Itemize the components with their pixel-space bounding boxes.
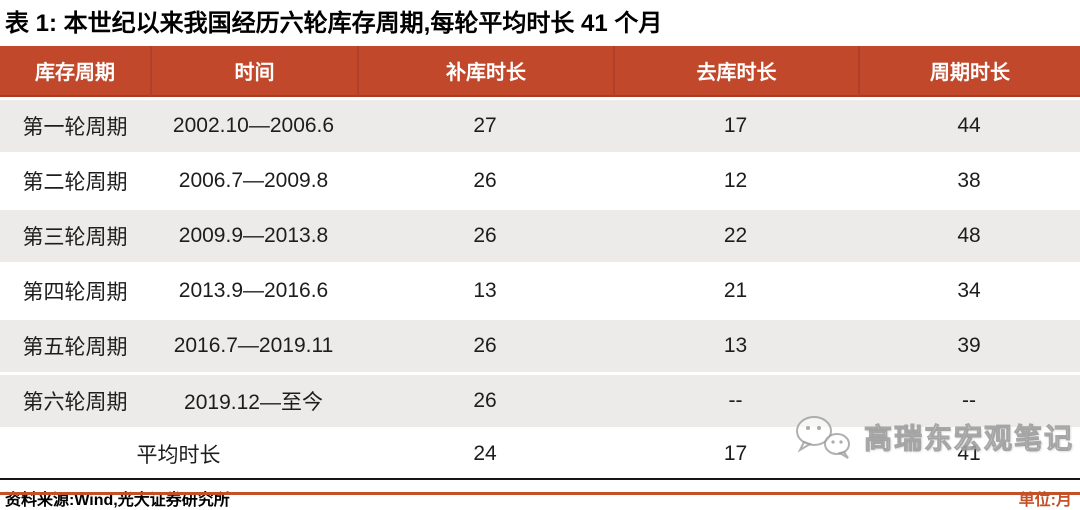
cell-restock: 26 — [357, 152, 613, 207]
cell-destock: -- — [613, 372, 858, 427]
table-row-cycle4: 第四轮周期 2013.9—2016.6 13 21 34 — [0, 262, 1080, 317]
cell-cycle: 第四轮周期 — [0, 262, 150, 317]
cell-cycle: 第一轮周期 — [0, 97, 150, 152]
cell-total: 38 — [858, 152, 1080, 207]
cell-destock: 17 — [613, 97, 858, 152]
summary-total: 41 — [858, 427, 1080, 478]
cell-period: 2006.7—2009.8 — [150, 152, 357, 207]
cell-restock: 27 — [357, 97, 613, 152]
cell-total: 39 — [858, 317, 1080, 372]
table-row-cycle2: 第二轮周期 2006.7—2009.8 26 12 38 — [0, 152, 1080, 207]
cell-destock: 12 — [613, 152, 858, 207]
table-row-cycle3: 第三轮周期 2009.9—2013.8 26 22 48 — [0, 207, 1080, 262]
table-title: 表 1: 本世纪以来我国经历六轮库存周期,每轮平均时长 41 个月 — [5, 10, 663, 37]
cell-restock: 13 — [357, 262, 613, 317]
cell-period: 2002.10—2006.6 — [150, 97, 357, 152]
summary-row: 平均时长 24 17 41 — [0, 427, 1080, 478]
cell-cycle: 第五轮周期 — [0, 317, 150, 372]
table-bottom-rule — [0, 478, 1080, 480]
unit-note: 单位:月 — [1018, 492, 1072, 509]
cell-period: 2013.9—2016.6 — [150, 262, 357, 317]
col-header-restock: 补库时长 — [357, 46, 613, 97]
table-row-cycle6: 第六轮周期 2019.12—至今 26 -- -- — [0, 372, 1080, 427]
cell-destock: 13 — [613, 317, 858, 372]
cell-cycle: 第六轮周期 — [0, 372, 150, 427]
cell-total: -- — [858, 372, 1080, 427]
cell-restock: 26 — [357, 207, 613, 262]
col-header-total: 周期时长 — [858, 46, 1080, 97]
table-row-cycle1: 第一轮周期 2002.10—2006.6 27 17 44 — [0, 97, 1080, 152]
cell-period: 2019.12—至今 — [150, 372, 357, 427]
cell-restock: 26 — [357, 317, 613, 372]
bottom-accent-rule — [0, 492, 1080, 495]
cell-destock: 22 — [613, 207, 858, 262]
table-row-cycle5: 第五轮周期 2016.7—2019.11 26 13 39 — [0, 317, 1080, 372]
cell-period: 2009.9—2013.8 — [150, 207, 357, 262]
cell-destock: 21 — [613, 262, 858, 317]
cell-period: 2016.7—2019.11 — [150, 317, 357, 372]
cell-cycle: 第二轮周期 — [0, 152, 150, 207]
cell-total: 48 — [858, 207, 1080, 262]
source-note: 资料来源:Wind,光大证券研究所 — [5, 492, 230, 509]
cell-total: 44 — [858, 97, 1080, 152]
col-header-cycle: 库存周期 — [0, 46, 150, 97]
summary-restock: 24 — [357, 427, 613, 478]
col-header-destock: 去库时长 — [613, 46, 858, 97]
cell-total: 34 — [858, 262, 1080, 317]
footer: 资料来源:Wind,光大证券研究所 单位:月 — [0, 480, 1080, 510]
header-row: 库存周期 时间 补库时长 去库时长 周期时长 — [0, 46, 1080, 97]
cell-restock: 26 — [357, 372, 613, 427]
cell-cycle: 第三轮周期 — [0, 207, 150, 262]
col-header-period: 时间 — [150, 46, 357, 97]
summary-destock: 17 — [613, 427, 858, 478]
summary-label: 平均时长 — [0, 427, 357, 478]
inventory-cycle-table: 库存周期 时间 补库时长 去库时长 周期时长 第一轮周期 2002.10—200… — [0, 46, 1080, 478]
